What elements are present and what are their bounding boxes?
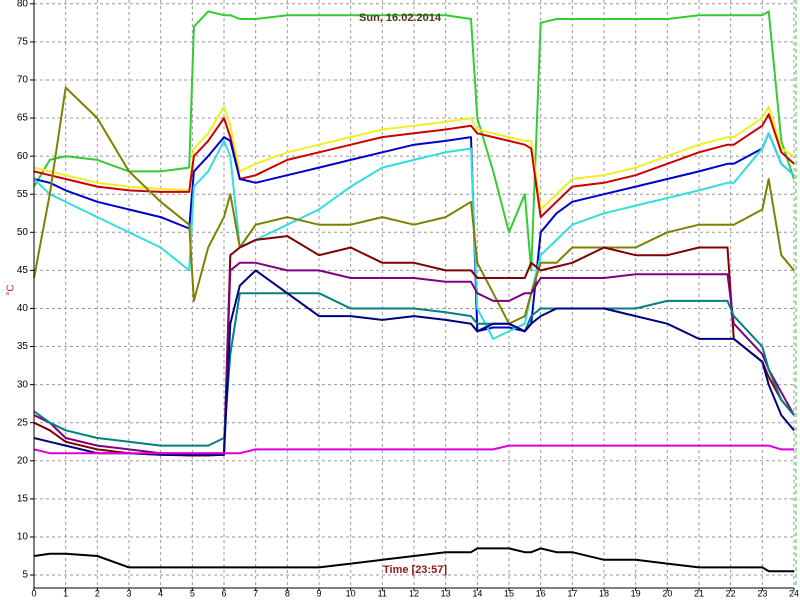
x-tick-label: 4 [158,588,163,598]
x-tick-label: 14 [472,588,482,598]
x-tick-label: 11 [378,588,387,598]
x-tick-label: 2 [95,588,100,598]
y-tick-label: 40 [17,303,29,314]
x-tick-label: 8 [285,588,290,598]
x-tick-label: 22 [726,588,736,598]
y-tick-label: 70 [17,75,29,86]
x-tick-label: 12 [409,588,419,598]
x-tick-label: 18 [599,588,609,598]
x-tick-label: 6 [221,588,226,598]
y-axis-label: °C [6,284,17,295]
y-tick-label: 25 [17,417,29,428]
time-label: Time [23:57] [383,564,447,576]
y-tick-label: 55 [17,189,29,200]
y-tick-label: 30 [17,379,29,390]
series-line [33,113,795,219]
x-tick-label: 17 [567,588,577,598]
y-tick-label: 45 [17,265,29,276]
x-tick-label: 5 [190,588,195,598]
series-line [33,86,795,325]
y-tick-label: 20 [17,455,29,466]
series-line [33,10,795,272]
x-tick-label: 10 [346,588,356,598]
y-tick-label: 65 [17,113,29,124]
y-tick-label: 35 [17,341,29,352]
series-line [33,269,795,456]
x-tick-label: 16 [536,588,546,598]
x-tick-label: 7 [253,588,258,598]
series-line [33,132,795,333]
y-tick-label: 15 [17,494,29,505]
x-tick-label: 0 [31,588,36,598]
date-label: Sun, 16.02.2014 [359,12,442,24]
x-tick-label: 15 [504,588,514,598]
y-tick-label: 75 [17,37,29,48]
y-tick-label: 10 [17,532,29,543]
x-tick-label: 23 [757,588,767,598]
y-tick-label: 50 [17,227,29,238]
x-tick-label: 21 [694,588,704,598]
x-tick-label: 9 [316,588,321,598]
series-line [33,547,794,573]
x-tick-label: 19 [631,588,641,598]
x-tick-label: 3 [126,588,131,598]
series-line [33,292,795,447]
y-tick-label: 5 [22,570,28,581]
lines [33,10,795,573]
y-tick-label: 60 [17,151,29,162]
x-tick-label: 1 [63,588,68,598]
x-tick-label: 13 [441,588,451,598]
x-tick-label: 20 [662,588,672,598]
series-line [33,132,795,340]
series-line [33,444,794,455]
x-tick-label: 24 [789,588,799,598]
y-tick-label: 80 [17,0,29,9]
